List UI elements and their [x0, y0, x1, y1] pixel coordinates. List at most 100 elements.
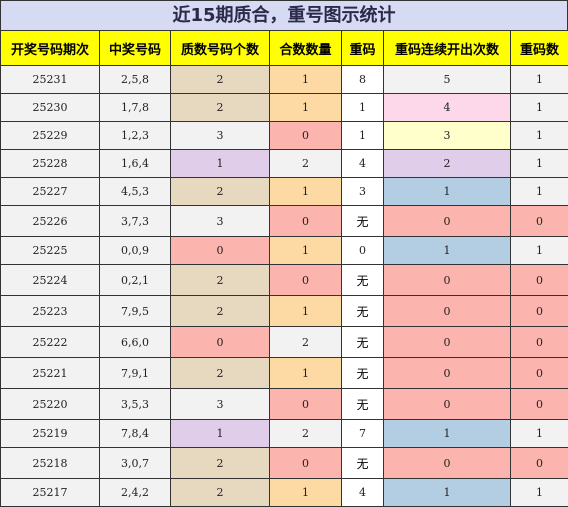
cell-numbers: 3,7,3 — [100, 206, 171, 237]
cell-prime-count: 2 — [171, 358, 270, 389]
cell-repeat-count: 1 — [511, 237, 568, 265]
cell-prime-count: 3 — [171, 389, 270, 420]
cell-composite-count: 0 — [270, 448, 342, 479]
cell-repeat-count: 1 — [511, 66, 568, 94]
cell-period: 25217 — [1, 479, 100, 507]
cell-repeat: 无 — [342, 206, 384, 237]
cell-repeat-count: 0 — [511, 327, 568, 358]
cell-repeat: 8 — [342, 66, 384, 94]
cell-repeat: 7 — [342, 420, 384, 448]
cell-repeat-count: 0 — [511, 448, 568, 479]
cell-streak: 1 — [384, 178, 511, 206]
cell-streak: 0 — [384, 327, 511, 358]
cell-composite-count: 1 — [270, 479, 342, 507]
cell-numbers: 1,2,3 — [100, 122, 171, 150]
cell-streak: 0 — [384, 358, 511, 389]
cell-composite-count: 0 — [270, 122, 342, 150]
cell-repeat-count: 1 — [511, 122, 568, 150]
cell-streak: 4 — [384, 94, 511, 122]
cell-composite-count: 1 — [270, 358, 342, 389]
cell-prime-count: 2 — [171, 265, 270, 296]
cell-repeat: 4 — [342, 479, 384, 507]
cell-repeat-count: 0 — [511, 389, 568, 420]
cell-prime-count: 2 — [171, 448, 270, 479]
cell-period: 25226 — [1, 206, 100, 237]
cell-prime-count: 1 — [171, 420, 270, 448]
cell-numbers: 7,9,1 — [100, 358, 171, 389]
cell-repeat-count: 0 — [511, 206, 568, 237]
cell-prime-count: 2 — [171, 66, 270, 94]
cell-prime-count: 3 — [171, 206, 270, 237]
cell-streak: 0 — [384, 206, 511, 237]
cell-streak: 0 — [384, 265, 511, 296]
cell-repeat-count: 1 — [511, 150, 568, 178]
cell-repeat-count: 1 — [511, 94, 568, 122]
cell-period: 25227 — [1, 178, 100, 206]
cell-repeat-count: 0 — [511, 358, 568, 389]
cell-streak: 0 — [384, 389, 511, 420]
cell-period: 25220 — [1, 389, 100, 420]
cell-composite-count: 1 — [270, 94, 342, 122]
cell-prime-count: 2 — [171, 296, 270, 327]
cell-repeat: 1 — [342, 122, 384, 150]
cell-repeat: 3 — [342, 178, 384, 206]
cell-numbers: 6,6,0 — [100, 327, 171, 358]
cell-repeat-count: 1 — [511, 178, 568, 206]
cell-numbers: 2,5,8 — [100, 66, 171, 94]
cell-streak: 3 — [384, 122, 511, 150]
cell-numbers: 0,0,9 — [100, 237, 171, 265]
sheet-title: 近15期质合，重号图示统计 — [0, 0, 568, 31]
cell-streak: 0 — [384, 448, 511, 479]
stats-table: 开奖号码期次 中奖号码 质数号码个数 合数数量 重码 重码连续开出次数 重码数 … — [0, 30, 568, 507]
cell-period: 25222 — [1, 327, 100, 358]
cell-repeat: 无 — [342, 448, 384, 479]
cell-repeat: 无 — [342, 358, 384, 389]
header-repeat-count: 重码数 — [511, 31, 568, 66]
cell-numbers: 0,2,1 — [100, 265, 171, 296]
cell-streak: 1 — [384, 479, 511, 507]
cell-composite-count: 2 — [270, 420, 342, 448]
cell-numbers: 3,5,3 — [100, 389, 171, 420]
cell-streak: 1 — [384, 237, 511, 265]
header-numbers: 中奖号码 — [100, 31, 171, 66]
cell-composite-count: 1 — [270, 178, 342, 206]
cell-streak: 2 — [384, 150, 511, 178]
cell-numbers: 7,9,5 — [100, 296, 171, 327]
cell-numbers: 3,0,7 — [100, 448, 171, 479]
cell-streak: 5 — [384, 66, 511, 94]
cell-prime-count: 0 — [171, 237, 270, 265]
cell-repeat-count: 1 — [511, 420, 568, 448]
cell-period: 25219 — [1, 420, 100, 448]
header-prime-count: 质数号码个数 — [171, 31, 270, 66]
cell-composite-count: 1 — [270, 237, 342, 265]
cell-period: 25231 — [1, 66, 100, 94]
cell-composite-count: 2 — [270, 327, 342, 358]
cell-prime-count: 2 — [171, 178, 270, 206]
cell-repeat: 无 — [342, 296, 384, 327]
cell-numbers: 1,7,8 — [100, 94, 171, 122]
cell-repeat: 无 — [342, 327, 384, 358]
cell-streak: 1 — [384, 420, 511, 448]
cell-numbers: 1,6,4 — [100, 150, 171, 178]
cell-period: 25218 — [1, 448, 100, 479]
cell-period: 25221 — [1, 358, 100, 389]
cell-repeat: 0 — [342, 237, 384, 265]
cell-composite-count: 2 — [270, 150, 342, 178]
cell-repeat: 无 — [342, 389, 384, 420]
cell-streak: 0 — [384, 296, 511, 327]
cell-repeat: 4 — [342, 150, 384, 178]
